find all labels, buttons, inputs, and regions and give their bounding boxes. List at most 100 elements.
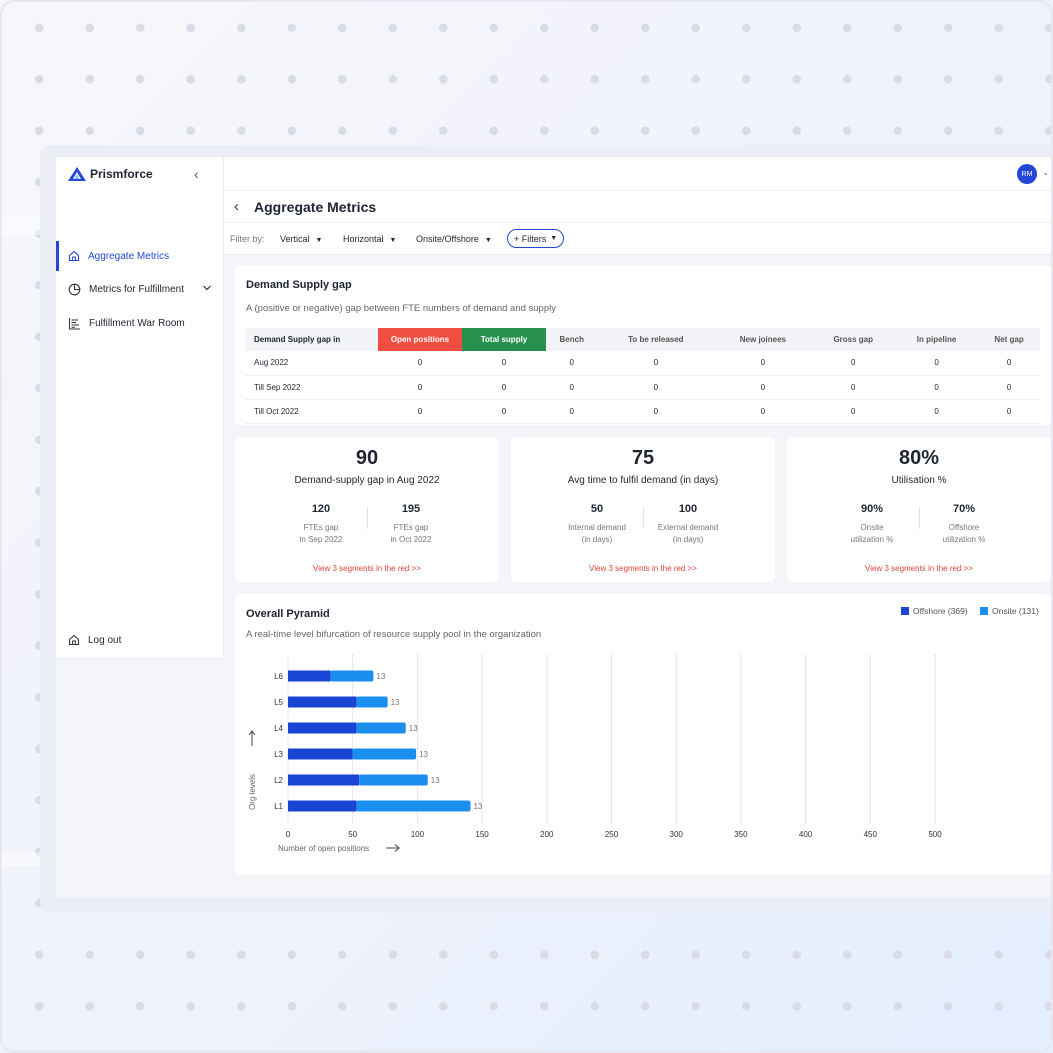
x-tick-label: 450 (864, 830, 878, 839)
table-cell: Till Sep 2022 (245, 375, 378, 400)
sidebar-item-fulfillment-war-room[interactable]: Fulfillment War Room (56, 308, 224, 338)
logout-button[interactable]: Log out (56, 625, 224, 655)
metric-card-utilisation: 80% Utilisation % 90% Onsite utilization … (787, 437, 1051, 582)
sub-metric-label-line: Offshore (948, 523, 980, 532)
chevron-down-icon[interactable] (202, 283, 212, 293)
y-axis-title: Org levels (248, 774, 257, 810)
column-header-open-positions: Open positions (378, 328, 462, 351)
sidebar-item-label: Metrics for Fulfillment (89, 283, 185, 295)
table-cell: 0 (378, 351, 462, 376)
caret-down-icon: ▼ (550, 235, 558, 242)
card-subtitle: A real-time level bifurcation of resourc… (246, 629, 542, 640)
chart-grid (287, 654, 936, 824)
sidebar-item-metrics-for-fulfillment[interactable]: Metrics for Fulfillment (56, 274, 224, 304)
add-filters-button[interactable]: + Filters ▼ (507, 229, 565, 248)
pyramid-bar-chart: 0 50 100 150 200 250 300 350 400 450 500 L6 13 L5 13 L4… (248, 654, 942, 853)
home-icon (68, 250, 80, 262)
report-icon (69, 317, 80, 329)
bar-segment-onsite (356, 722, 406, 734)
data-label: 13 (419, 750, 428, 759)
sidebar-item-aggregate-metrics[interactable]: Aggregate Metrics (56, 241, 224, 271)
y-tick-label: L3 (274, 750, 283, 759)
collapse-sidebar-icon[interactable]: ‹ (194, 166, 199, 182)
table-row: Aug 2022 0 0 0 0 0 0 0 0 (245, 351, 1040, 376)
metric-card-avg-time-to-fulfil: 75 Avg time to fulfil demand (in days) 5… (511, 437, 775, 582)
sub-metric-label: External demand (in days) (638, 522, 738, 546)
filter-onsite-offshore-dropdown[interactable]: Onsite/Offshore ▼ (416, 234, 492, 244)
x-tick-label: 200 (540, 830, 554, 839)
home-icon (68, 634, 80, 646)
sub-metric-label-line: FTEs gap (303, 523, 339, 532)
table-cell: 0 (462, 351, 546, 376)
demand-supply-table: Demand Supply gap in Open positions Tota… (245, 328, 1040, 424)
x-tick-label: 100 (411, 830, 425, 839)
filter-vertical-dropdown[interactable]: Vertical ▼ (280, 234, 322, 244)
brand[interactable]: Prismforce (68, 167, 153, 181)
sub-metric-label: FTEs gap in Oct 2022 (361, 522, 461, 546)
sub-metric-label-line: in Sep 2022 (299, 535, 343, 544)
brand-name: Prismforce (90, 167, 153, 181)
x-tick-label: 300 (670, 830, 684, 839)
bar-segment-onsite (330, 670, 374, 682)
table-cell: 0 (378, 399, 462, 424)
x-tick-label: 150 (475, 830, 489, 839)
sub-metric-label-line: External demand (657, 523, 719, 532)
x-axis-title: Number of open positions (278, 844, 369, 853)
bar-segment-offshore (288, 696, 357, 708)
card-title: Demand Supply gap (246, 279, 352, 291)
sidebar-item-label: Aggregate Metrics (88, 250, 170, 262)
page-title: Aggregate Metrics (254, 199, 377, 215)
caret-down-icon: ▼ (315, 237, 323, 244)
table-cell: 0 (978, 399, 1040, 424)
table-cell: 0 (978, 351, 1040, 376)
view-segments-link[interactable]: View 3 segments in the red >> (865, 564, 973, 573)
sub-metric-label: Onsite utilization % (822, 522, 922, 546)
metric-caption: Utilisation % (891, 475, 947, 486)
chevron-down-icon[interactable]: ⌄ (1042, 168, 1049, 177)
bar-segment-offshore (288, 774, 360, 786)
top-bar: RM ⌄ (224, 157, 1051, 191)
divider (367, 507, 368, 529)
avatar[interactable]: RM (1017, 164, 1037, 184)
x-tick-label: 0 (286, 830, 291, 839)
sub-metric-label-line: utilization % (850, 535, 894, 544)
sub-metric-value: 120 (311, 503, 331, 515)
column-header: In pipeline (894, 328, 979, 351)
data-label: 13 (409, 724, 418, 733)
table-cell: 0 (597, 375, 715, 400)
sub-metric-value: 195 (401, 503, 421, 515)
metric-value: 80% (898, 447, 940, 469)
bar-segment-offshore (288, 722, 357, 734)
column-header: Demand Supply gap in (245, 328, 378, 351)
y-tick-label: L6 (274, 672, 283, 681)
sub-metric-value: 100 (678, 503, 698, 515)
divider (919, 507, 920, 529)
overall-pyramid-card: Overall Pyramid A real-time level bifurc… (235, 594, 1051, 875)
sub-metric-value: 70% (952, 503, 976, 515)
table-cell: 0 (597, 399, 715, 424)
caret-down-icon: ▼ (484, 237, 492, 244)
table-cell: 0 (597, 351, 715, 376)
filter-label: Filter by: (230, 234, 265, 244)
view-segments-link[interactable]: View 3 segments in the red >> (313, 564, 421, 573)
x-tick-label: 250 (605, 830, 619, 839)
back-arrow-icon[interactable]: ‹ (234, 198, 239, 215)
y-tick-label: L4 (274, 724, 283, 733)
table-cell: Till Oct 2022 (245, 399, 378, 424)
column-header: Gross gap (811, 328, 895, 351)
logout-label: Log out (88, 634, 122, 646)
arrow-right-icon (386, 844, 400, 852)
filter-horizontal-dropdown[interactable]: Horizontal ▼ (343, 234, 396, 244)
table-cell: 0 (894, 375, 979, 400)
table-cell: 0 (378, 375, 462, 400)
dropdown-label: Vertical (280, 234, 310, 244)
sub-metric-label-line: Onsite (860, 523, 884, 532)
prismforce-logo-icon (68, 167, 86, 181)
x-tick-label: 500 (928, 830, 942, 839)
table-cell: 0 (811, 375, 895, 400)
table-cell: Aug 2022 (245, 351, 378, 376)
view-segments-link[interactable]: View 3 segments in the red >> (589, 564, 697, 573)
x-tick-label: 400 (799, 830, 813, 839)
divider (643, 507, 644, 529)
